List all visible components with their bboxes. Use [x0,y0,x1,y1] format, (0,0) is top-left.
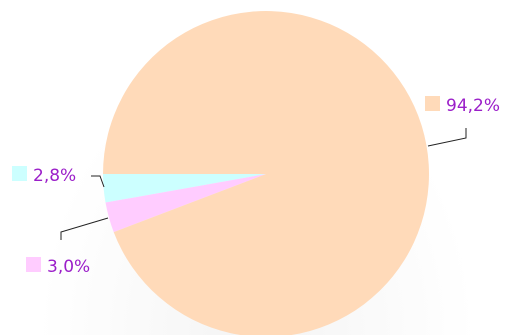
pie-slice-1 [105,174,267,233]
label-marker-2 [425,96,440,111]
leader-line-2 [427,128,467,147]
data-labels: 2,8% 3,0% 94,2% [12,96,500,277]
pie-slices [103,11,429,335]
leader-line-0 [91,175,105,188]
data-label-1: 3,0% [47,257,90,277]
leader-line-1 [60,217,109,240]
pie-slice-2 [103,11,429,335]
data-label-2: 94,2% [446,96,500,116]
label-marker-0 [12,166,27,181]
label-marker-1 [26,257,41,272]
data-label-0: 2,8% [33,166,76,186]
pie-slice-0 [103,174,266,203]
leader-lines [60,128,467,240]
